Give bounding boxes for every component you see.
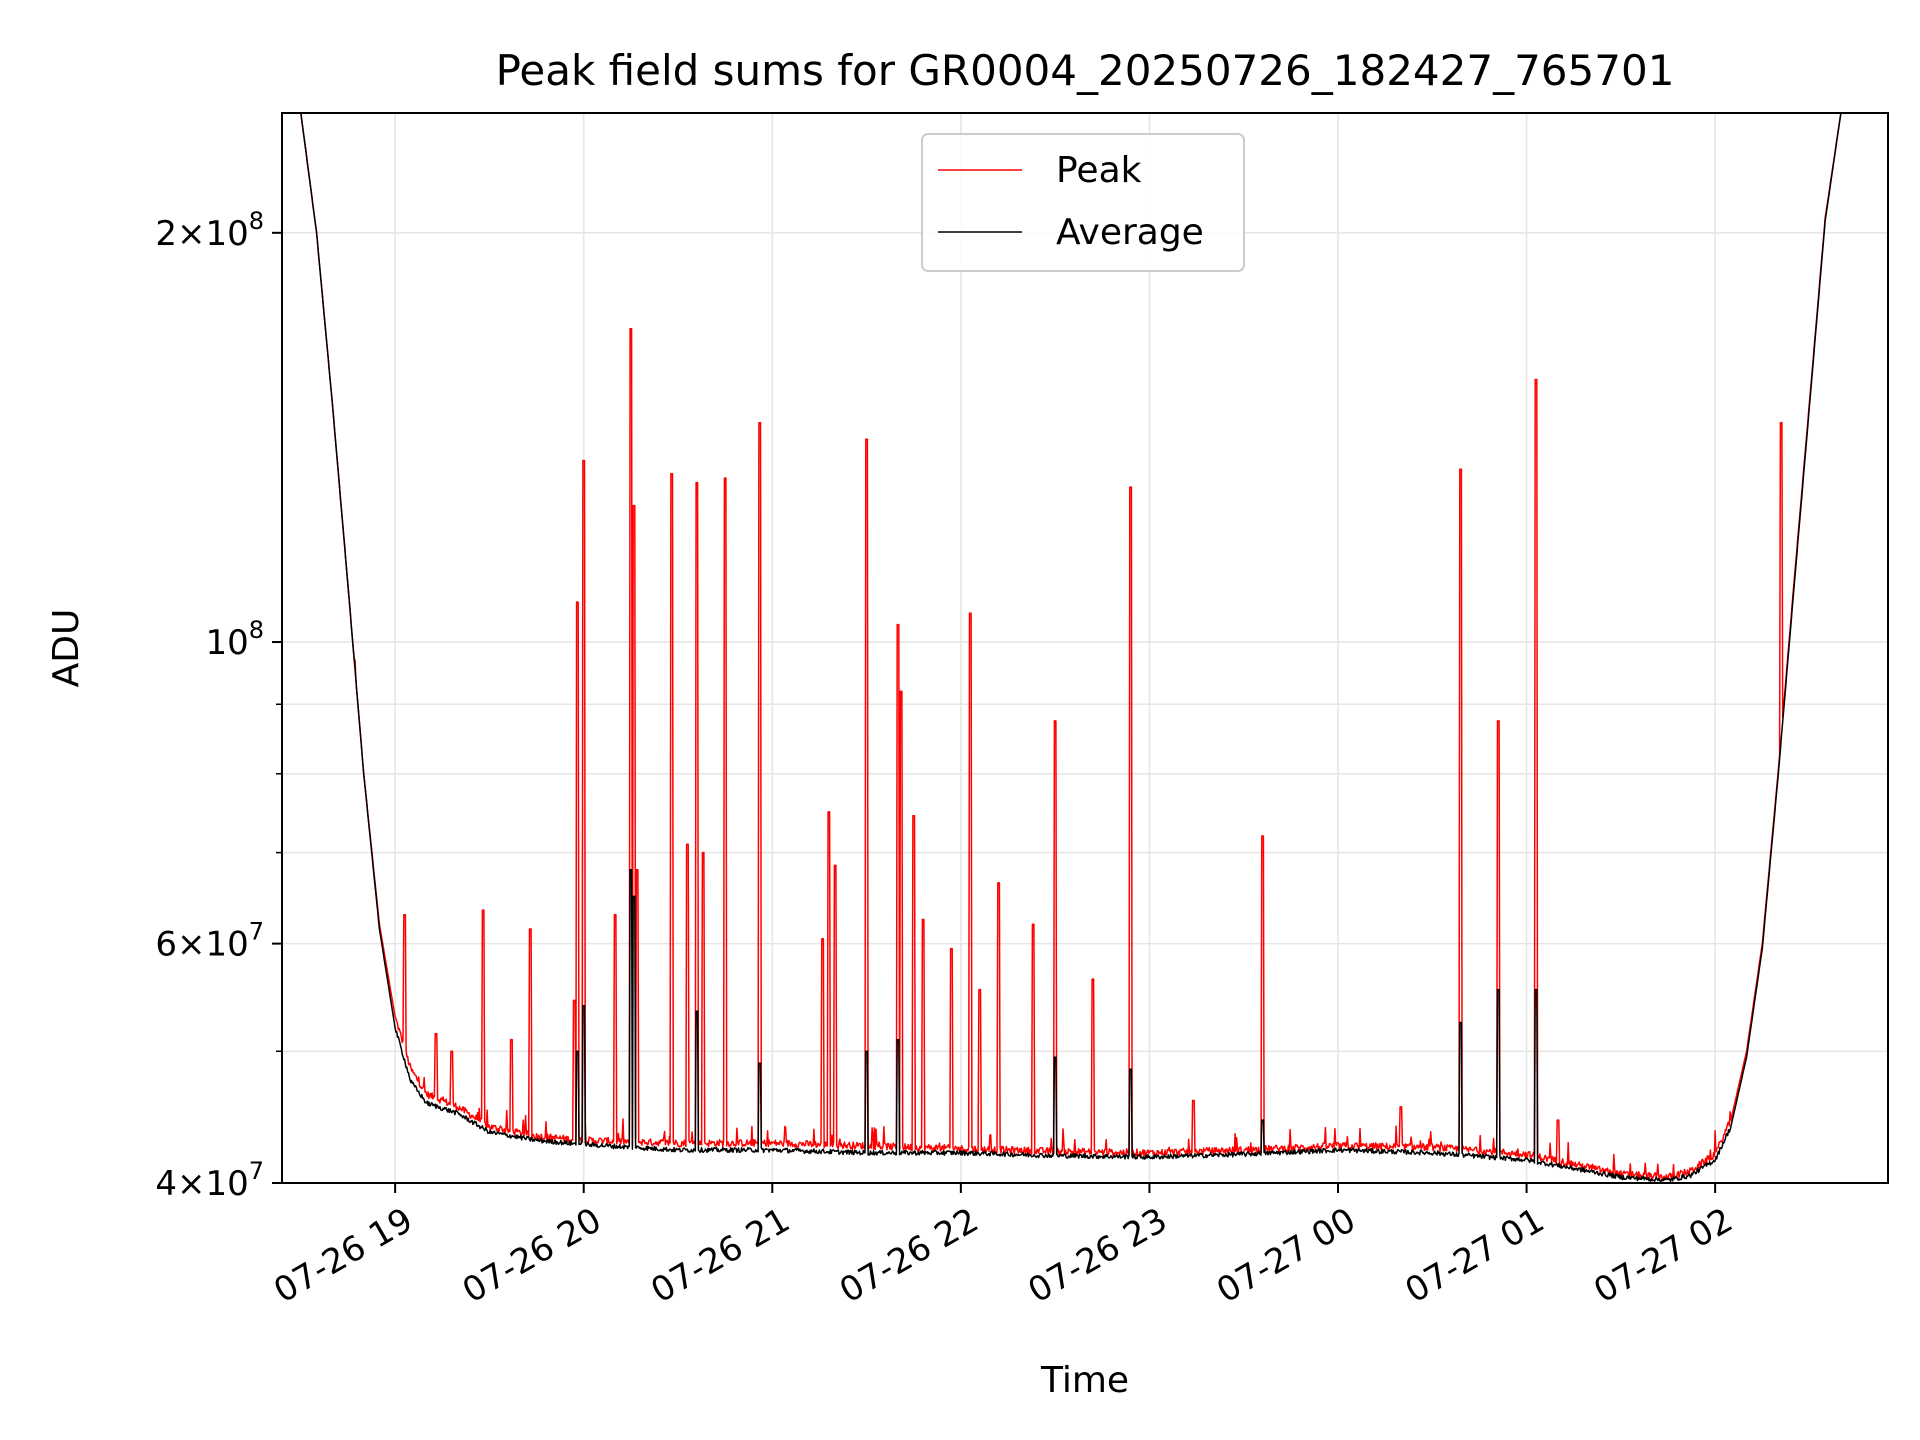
y-tick-base-ten: 10 [205, 1164, 248, 1204]
y-tick-base-ten: 10 [205, 925, 248, 965]
y-tick-mantissa: 4× [155, 1164, 205, 1204]
chart-title: Peak field sums for GR0004_20250726_1824… [496, 46, 1675, 95]
y-tick-mantissa: 6× [155, 925, 205, 965]
grid [282, 113, 1888, 1184]
y-tick-exponent: 8 [249, 616, 264, 644]
average-series-line [299, 113, 1843, 1183]
legend-peak-label: Peak [1056, 150, 1142, 191]
y-tick-label: 108 [205, 616, 264, 663]
y-tick-exponent: 7 [249, 1157, 264, 1185]
plot-lines [299, 113, 1843, 1183]
y-tick-label: 6×107 [155, 918, 264, 965]
plot-frame [281, 112, 1889, 1184]
y-axis-label: ADU [46, 609, 87, 688]
x-axis-label: Time [1040, 1360, 1129, 1401]
y-tick-exponent: 8 [249, 207, 264, 235]
y-tick-mantissa: 2× [155, 214, 205, 254]
y-tick-base-ten: 10 [205, 623, 248, 663]
y-tick-label: 4×107 [155, 1157, 264, 1204]
legend-average-label: Average [1056, 212, 1204, 253]
y-tick-base-ten: 10 [205, 214, 248, 254]
y-tick-label: 2×108 [155, 207, 264, 254]
legend: Peak Average [921, 133, 1245, 272]
y-tick-exponent: 7 [249, 918, 264, 946]
legend-box [921, 133, 1245, 272]
